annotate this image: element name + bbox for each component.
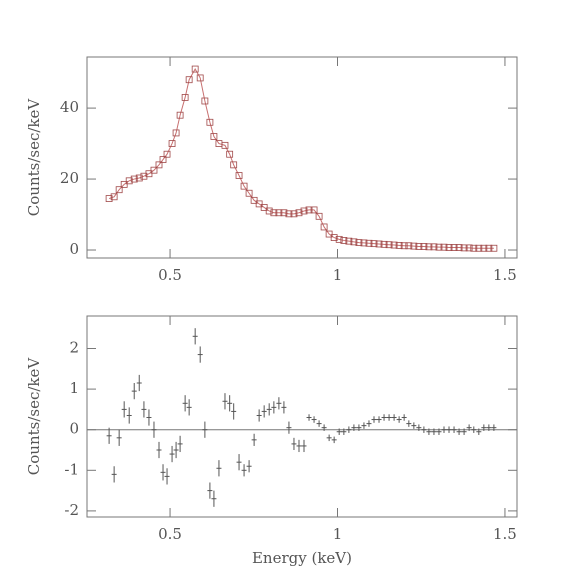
data-point (135, 174, 143, 182)
data-point (181, 94, 189, 101)
data-point (490, 244, 498, 252)
data-point (185, 76, 193, 84)
y-tick-label: 40 (60, 98, 79, 116)
model-line (108, 68, 494, 249)
data-point (275, 209, 283, 217)
data-point (230, 161, 238, 169)
data-point (245, 189, 253, 197)
data-point (221, 141, 229, 149)
data-point (210, 133, 218, 140)
y-tick-label: 0 (69, 240, 79, 258)
data-point (330, 234, 338, 241)
data-point (115, 186, 123, 194)
data-point (385, 241, 393, 249)
data-point (300, 207, 308, 215)
data-point (305, 206, 313, 214)
y-tick-label: -1 (64, 460, 79, 478)
y-tick-label: 0 (69, 420, 79, 438)
data-point (480, 244, 488, 252)
data-point (435, 243, 443, 251)
y-tick-label: 20 (60, 169, 79, 187)
data-point (159, 156, 167, 163)
data-point (445, 244, 453, 251)
x-axis-label: Energy (keV) (252, 549, 352, 567)
data-point (240, 182, 248, 190)
x-tick-label: 1.5 (493, 525, 517, 543)
data-point (206, 118, 214, 126)
data-point (410, 242, 418, 250)
x-tick-label: 1.5 (493, 266, 517, 284)
data-point (355, 239, 363, 246)
data-point (163, 150, 171, 158)
data-point (295, 209, 303, 217)
data-point (430, 243, 438, 251)
data-point (315, 212, 323, 220)
data-point (105, 195, 113, 202)
data-point (110, 193, 118, 201)
data-point (150, 166, 158, 174)
y-tick-label: 2 (69, 338, 79, 356)
x-tick-label: 0.5 (158, 525, 182, 543)
y-axis-label: Counts/sec/keV (25, 357, 43, 476)
plot-frame (86, 56, 518, 259)
data-point (395, 242, 403, 249)
y-tick-label: -2 (64, 501, 79, 519)
data-point (455, 244, 463, 251)
data-point (280, 209, 288, 217)
data-point (155, 161, 163, 169)
data-point (485, 244, 493, 252)
data-point (168, 140, 176, 147)
data-point (320, 223, 328, 231)
data-point (120, 180, 128, 188)
data-point (345, 237, 353, 245)
data-point (130, 175, 138, 183)
data-point (265, 207, 273, 215)
data-point (260, 204, 268, 211)
data-point (325, 230, 333, 238)
data-point (350, 238, 358, 246)
data-point (475, 244, 483, 252)
data-point (390, 241, 398, 249)
data-point (440, 243, 448, 251)
data-point (460, 244, 468, 252)
data-point (140, 172, 148, 180)
data-point (270, 209, 278, 217)
data-point (196, 74, 204, 82)
x-tick-label: 1 (333, 266, 343, 284)
x-tick-label: 0.5 (158, 266, 182, 284)
data-point (172, 129, 180, 137)
y-tick-label: 1 (69, 379, 79, 397)
y-axis-label: Counts/sec/keV (25, 98, 43, 217)
data-point (465, 244, 473, 252)
data-point (450, 244, 458, 251)
data-point (420, 243, 428, 250)
data-point (226, 150, 234, 158)
data-point (380, 240, 388, 248)
data-point (340, 237, 348, 244)
data-point (201, 97, 209, 105)
data-point (145, 170, 153, 178)
x-tick-label: 1 (333, 525, 343, 543)
data-point (250, 196, 258, 204)
data-point (365, 239, 373, 247)
data-point (285, 210, 293, 218)
data-point (360, 239, 368, 247)
data-point (255, 200, 263, 208)
data-point (191, 65, 199, 73)
data-point (125, 177, 133, 185)
data-point (290, 210, 298, 218)
data-point (235, 172, 243, 179)
data-point (176, 111, 184, 119)
plot-frame (86, 315, 518, 518)
data-point (370, 240, 378, 248)
data-point (375, 240, 383, 248)
data-point (470, 244, 478, 252)
data-point (415, 243, 423, 250)
data-point (335, 235, 343, 243)
data-point (310, 206, 318, 214)
data-point (425, 243, 433, 251)
data-point (405, 242, 413, 250)
data-point (400, 242, 408, 250)
